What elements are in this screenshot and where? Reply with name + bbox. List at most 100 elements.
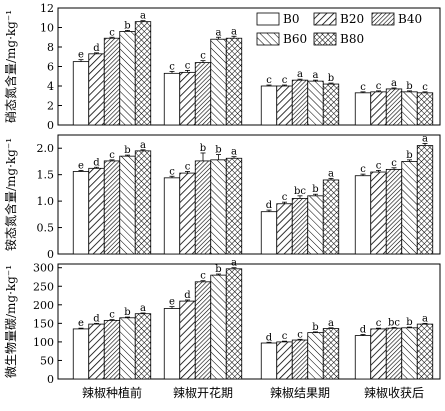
y-tick-label: 8	[47, 41, 54, 54]
bar-b40	[385, 88, 403, 126]
category-label: 辣椒种植前	[82, 385, 142, 400]
significance-letter: e	[78, 50, 84, 61]
legend-swatch-b0	[256, 12, 280, 26]
bar-b20	[88, 323, 105, 380]
significance-letter: c	[297, 329, 303, 340]
significance-letter: c	[376, 160, 382, 171]
significance-letter: b	[406, 150, 412, 161]
bar-b60	[210, 159, 227, 255]
bar-b60	[307, 80, 324, 126]
bar-b80	[322, 179, 340, 255]
bar-b80	[134, 313, 152, 380]
significance-letter: b	[406, 317, 412, 328]
significance-letter: c	[391, 158, 397, 169]
significance-letter: a	[313, 70, 319, 81]
legend-label-b40: B40	[398, 12, 422, 26]
significance-letter: d	[184, 290, 191, 301]
y-axis-label: 硝态氮含量/mg·kg⁻¹	[3, 10, 18, 123]
significance-letter: b	[215, 264, 221, 275]
bar-b0	[163, 72, 181, 126]
bar-b20	[370, 328, 387, 380]
bar-b80	[416, 92, 434, 126]
significance-letter: c	[109, 27, 115, 38]
y-tick-label: 10	[40, 22, 54, 35]
bar-b40	[194, 62, 212, 126]
bar-b80	[225, 37, 243, 126]
legend-label-b20: B20	[340, 12, 364, 26]
y-axis-label: 微生物量碳/mg·kg⁻¹	[4, 265, 18, 378]
bar-b0	[354, 175, 372, 255]
significance-letter: a	[231, 147, 237, 158]
significance-letter: a	[422, 313, 428, 324]
bar-b0	[354, 92, 372, 126]
significance-letter: b	[124, 145, 130, 156]
legend: B0 B20 B40 B60 B80	[256, 12, 422, 46]
bar-b60	[401, 91, 418, 126]
significance-letter: d	[266, 332, 273, 343]
bar-b40	[103, 319, 121, 380]
panel-frame	[57, 134, 441, 255]
bar-b40	[291, 198, 309, 255]
y-tick-label: 0	[47, 119, 54, 132]
category-axis: 辣椒种植前 辣椒开花期 辣椒结果期 辣椒收获后	[82, 385, 424, 400]
bar-b0	[260, 85, 278, 126]
significance-letter: d	[360, 324, 367, 335]
significance-letter: a	[328, 318, 334, 329]
y-tick-label: 1.5	[37, 169, 55, 182]
bar-b60	[307, 195, 324, 255]
significance-letter: e	[78, 160, 84, 171]
significance-letter: a	[216, 27, 222, 38]
bar-b40	[194, 160, 212, 255]
bar-b0	[163, 308, 181, 380]
significance-letter: b	[200, 143, 206, 154]
bar-b20	[276, 341, 293, 380]
significance-letter: d	[93, 157, 100, 168]
significance-letter: e	[78, 318, 84, 329]
bar-b60	[401, 327, 418, 380]
y-tick-label: 200	[33, 299, 54, 312]
y-tick-label: 4	[47, 80, 54, 93]
bar-b20	[179, 71, 196, 126]
bar-b0	[72, 328, 90, 380]
significance-letter: b	[124, 307, 130, 318]
bar-b80	[416, 323, 434, 380]
bar-b80	[134, 21, 152, 126]
bar-b20	[370, 91, 387, 126]
y-tick-label: 12	[40, 2, 54, 15]
significance-letter: a	[140, 11, 146, 22]
significance-letter: bc	[294, 186, 306, 197]
y-tick-label: 2	[47, 100, 54, 113]
y-tick-label: 150	[33, 317, 54, 330]
significance-letter: c	[282, 75, 288, 86]
legend-label-b0: B0	[283, 12, 299, 26]
category-label: 辣椒结果期	[270, 386, 330, 400]
y-tick-label: 0.5	[37, 222, 55, 235]
significance-letter: a	[297, 69, 303, 80]
y-axis-label: 铵态氮含量/mg·kg⁻¹	[3, 138, 18, 251]
legend-label-b80: B80	[340, 32, 364, 46]
bar-b40	[385, 327, 403, 380]
panel-frame	[57, 263, 441, 380]
significance-letter: c	[200, 271, 206, 282]
significance-letter: b	[124, 20, 130, 31]
y-tick-label: 2.0	[37, 142, 55, 155]
significance-letter: a	[391, 78, 397, 89]
bar-b80	[134, 150, 152, 255]
significance-letter: c	[169, 61, 175, 72]
significance-letter: c	[185, 161, 191, 172]
bar-b80	[322, 328, 340, 380]
significance-letter: c	[376, 81, 382, 92]
bar-b80	[225, 268, 243, 380]
legend-swatch-b20	[313, 12, 337, 26]
bar-b0	[260, 211, 278, 255]
y-tick-label: 6	[47, 61, 54, 74]
significance-letter: e	[169, 297, 175, 308]
bar-b20	[179, 172, 196, 255]
bar-b40	[291, 79, 309, 126]
bar-b20	[179, 300, 196, 380]
significance-letter: a	[231, 258, 237, 269]
significance-letter: a	[140, 303, 146, 314]
